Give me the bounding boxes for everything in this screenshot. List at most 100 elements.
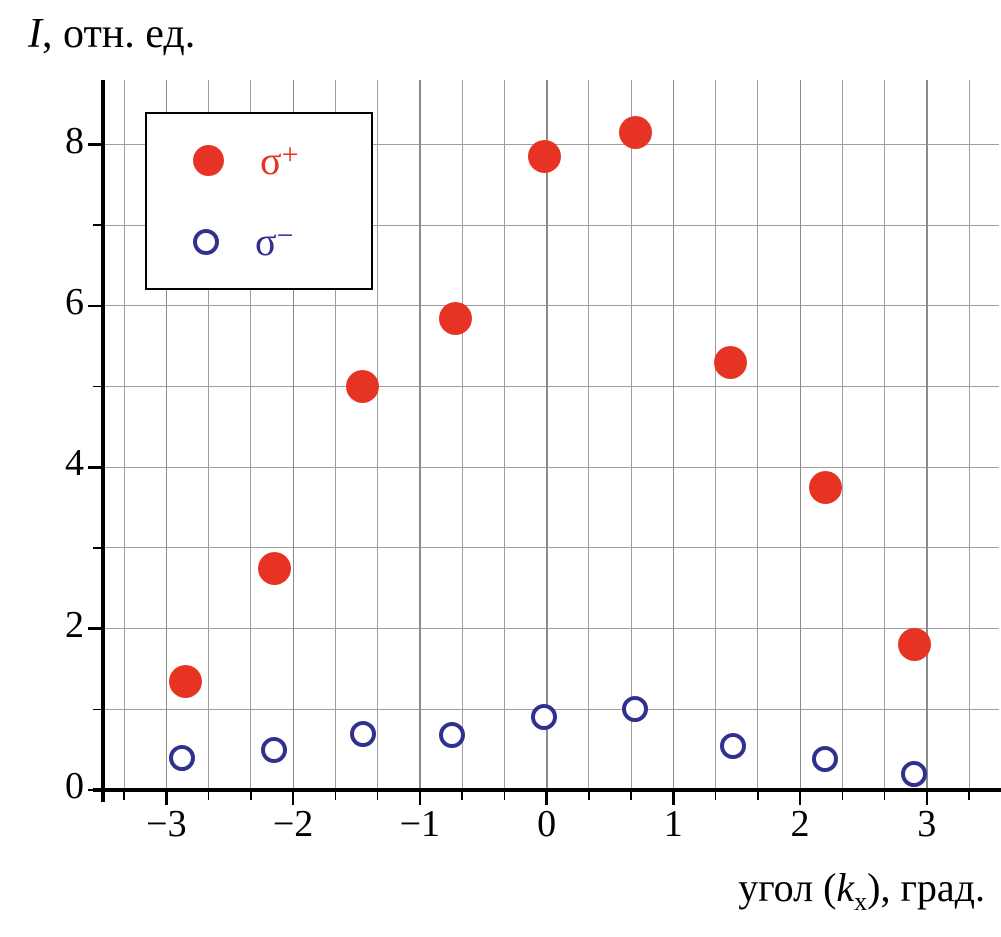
y-tick xyxy=(88,788,101,792)
x-axis-title: угол (kx), град. xyxy=(738,864,985,915)
x-minor-tick xyxy=(757,792,759,800)
x-axis-title-variable: k xyxy=(836,865,855,910)
x-minor-tick xyxy=(334,792,337,800)
v-gridline xyxy=(419,80,421,790)
y-tick xyxy=(88,304,101,308)
point-sigma-plus xyxy=(808,470,842,504)
x-minor-tick xyxy=(461,792,463,800)
y-axis-title-units: , отн. ед. xyxy=(42,11,196,57)
h-gridline xyxy=(103,305,999,307)
v-gridline xyxy=(926,80,928,790)
point-sigma-plus xyxy=(897,628,931,662)
x-axis-title-subscript: x xyxy=(854,887,868,916)
v-gridline xyxy=(968,80,970,790)
v-gridline xyxy=(250,80,252,790)
y-tick xyxy=(88,143,101,146)
v-gridline xyxy=(715,80,717,790)
x-tick xyxy=(925,792,928,805)
point-sigma-plus xyxy=(527,140,561,174)
point-sigma-plus xyxy=(438,301,472,335)
legend-marker-sigma-minus xyxy=(193,228,219,255)
x-minor-tick xyxy=(883,792,886,800)
legend-item-sigma-minus: σ− xyxy=(147,218,371,264)
point-sigma-minus xyxy=(622,696,649,723)
legend-marker-sigma-plus xyxy=(193,145,224,176)
point-sigma-minus xyxy=(168,744,195,771)
x-minor-tick xyxy=(968,792,970,800)
v-gridline xyxy=(461,80,463,790)
v-gridline xyxy=(630,80,632,790)
v-gridline xyxy=(165,80,168,790)
v-gridline xyxy=(123,80,125,790)
y-tick xyxy=(88,466,101,469)
v-gridline xyxy=(841,80,843,790)
point-sigma-minus xyxy=(349,720,376,747)
point-sigma-minus xyxy=(531,704,558,731)
x-tick xyxy=(291,792,295,805)
v-gridline xyxy=(757,80,759,790)
legend-label-sigma-minus-base: σ xyxy=(255,218,277,264)
v-gridline xyxy=(292,80,295,790)
x-minor-tick xyxy=(714,792,717,800)
legend-label-sigma-minus-sup: − xyxy=(276,218,294,252)
x-tick xyxy=(798,792,802,805)
h-gridline xyxy=(103,628,999,630)
v-gridline xyxy=(208,80,210,790)
y-minor-tick xyxy=(93,708,101,711)
x-minor-tick xyxy=(841,792,844,800)
y-tick-label: 2 xyxy=(65,603,84,646)
x-axis-line xyxy=(93,788,1001,792)
x-minor-tick xyxy=(250,792,252,800)
point-sigma-minus xyxy=(438,722,465,749)
y-axis-line xyxy=(101,80,105,802)
x-tick-label: 0 xyxy=(537,803,557,845)
point-sigma-plus xyxy=(618,115,652,149)
y-axis-title: I, отн. ед. xyxy=(28,10,195,58)
legend: σ+ σ− xyxy=(145,112,373,290)
y-tick xyxy=(88,627,101,630)
point-sigma-plus xyxy=(168,664,202,698)
x-axis-title-suffix: ), град. xyxy=(867,865,985,910)
point-sigma-minus xyxy=(261,736,288,763)
h-gridline xyxy=(103,224,999,226)
x-minor-tick xyxy=(630,792,632,800)
h-gridline xyxy=(103,466,999,468)
y-tick-label: 4 xyxy=(65,442,84,485)
x-tick-label: 3 xyxy=(917,803,937,845)
point-sigma-minus xyxy=(719,732,746,759)
v-gridline xyxy=(672,80,675,790)
legend-label-sigma-plus: σ+ xyxy=(260,137,299,183)
v-gridline xyxy=(503,80,505,790)
h-gridline xyxy=(103,547,999,549)
x-minor-tick xyxy=(207,792,210,800)
v-gridline xyxy=(799,80,802,790)
v-gridline xyxy=(377,80,379,790)
legend-item-sigma-plus: σ+ xyxy=(147,137,371,183)
x-tick xyxy=(418,792,422,805)
legend-label-sigma-plus-sup: + xyxy=(281,137,299,171)
x-minor-tick xyxy=(588,792,590,800)
x-tick-label: 2 xyxy=(790,803,810,845)
x-tick xyxy=(545,792,548,805)
legend-label-sigma-plus-base: σ xyxy=(260,137,282,183)
v-gridline xyxy=(334,80,336,790)
point-sigma-plus xyxy=(257,551,291,585)
x-minor-tick xyxy=(503,792,506,800)
y-minor-tick xyxy=(93,224,101,226)
x-tick xyxy=(672,792,675,805)
point-sigma-minus xyxy=(901,760,928,787)
legend-label-sigma-minus: σ− xyxy=(255,218,294,264)
v-gridline xyxy=(884,80,886,790)
y-tick-label: 0 xyxy=(65,765,84,807)
v-gridline xyxy=(588,80,590,790)
y-minor-tick xyxy=(93,385,101,388)
y-tick-label: 6 xyxy=(65,280,84,323)
v-gridline xyxy=(546,80,548,790)
point-sigma-minus xyxy=(812,746,839,773)
x-tick-label: −2 xyxy=(272,803,314,845)
x-minor-tick xyxy=(123,792,125,800)
y-minor-tick xyxy=(93,547,101,549)
y-axis-title-variable: I xyxy=(28,11,42,57)
point-sigma-plus xyxy=(713,345,747,379)
